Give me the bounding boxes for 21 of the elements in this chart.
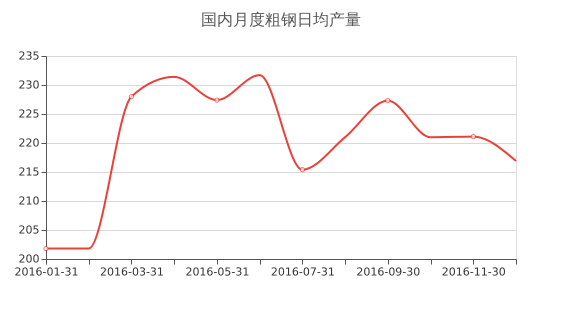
point [385,98,390,104]
y-tick-label: 205 [18,224,40,236]
y-tick-label: 225 [18,108,40,120]
y-tick-label: 230 [18,78,40,92]
y-tick-label: 235 [18,50,40,62]
x-tick-label: 2016-05-31 [185,266,250,278]
x-tick-label: 2016-07-31 [270,266,335,278]
y-tick-label: 210 [18,194,40,208]
y-tick-label: 200 [18,252,40,266]
y-tick-label: 220 [18,136,40,150]
point [128,94,134,100]
x-tick-label: 2016-09-30 [356,266,420,278]
x-tick-label: 2016-01-31 [14,266,78,278]
point [43,246,49,252]
chart-title: 国内月度粗钢日均产量 [201,10,361,29]
point [470,134,476,140]
point [214,97,220,103]
point [300,167,305,172]
x-tick-label: 2016-11-30 [442,266,506,278]
x-tick-label: 2016-03-31 [100,266,164,278]
y-tick-label: 215 [18,166,40,178]
